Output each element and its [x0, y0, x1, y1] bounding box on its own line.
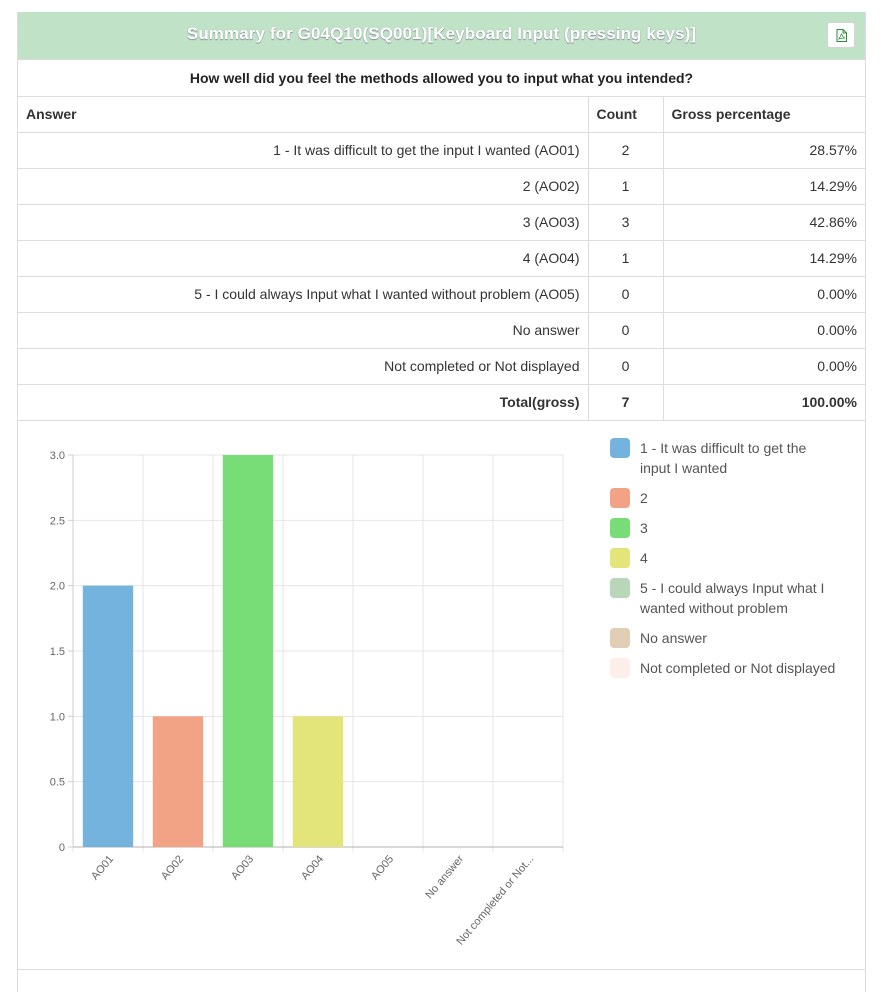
legend-swatch [610, 548, 630, 568]
table-row: 2 (AO02) 1 14.29% [18, 168, 865, 205]
table-row: 1 - It was difficult to get the input I … [18, 132, 865, 169]
count-cell: 3 [588, 204, 664, 241]
count-cell: 0 [588, 276, 664, 313]
table-total-row: Total(gross) 7 100.00% [18, 384, 865, 421]
legend-label: No answer [640, 630, 707, 646]
y-tick-label: 2.5 [50, 515, 65, 527]
bar-chart: 0 0.5 1.0 1.5 2.0 2.5 3.0 AO01 AO02 AO03 AO04 AO05 N… [18, 430, 865, 970]
question-text: How well did you feel the methods allowe… [18, 60, 865, 97]
answer-cell: No answer [18, 312, 589, 349]
bar-ao01[interactable] [82, 585, 134, 847]
legend-label: 3 [640, 520, 648, 536]
x-tick-label: No answer [423, 853, 466, 901]
table-row: No answer 0 0.00% [18, 312, 865, 349]
percentage-cell: 28.57% [663, 132, 865, 169]
percentage-cell: 14.29% [663, 168, 865, 205]
count-cell: 0 [588, 312, 664, 349]
y-tick-label: 0 [59, 842, 65, 854]
legend-label: 1 - It was difficult to get the input I … [640, 440, 807, 476]
table-row: 4 (AO04) 1 14.29% [18, 240, 865, 277]
bar-ao03[interactable] [222, 455, 274, 847]
legend-swatch [610, 578, 630, 598]
count-cell: 2 [588, 132, 664, 169]
y-tick-label: 1.0 [50, 711, 65, 723]
legend-label: 2 [640, 490, 648, 506]
total-label: Total(gross) [18, 384, 589, 421]
legend-item[interactable]: 5 - I could always Input what I wanted w… [610, 578, 840, 618]
total-percentage: 100.00% [663, 384, 865, 421]
count-cell: 1 [588, 168, 664, 205]
summary-table: Answer Count Gross percentage 1 - It was… [18, 96, 865, 421]
table-row: Not completed or Not displayed 0 0.00% [18, 348, 865, 385]
export-pdf-button[interactable] [827, 22, 855, 48]
legend-swatch [610, 438, 630, 458]
x-tick-label: AO04 [299, 853, 326, 882]
legend-item[interactable]: 1 - It was difficult to get the input I … [610, 438, 840, 478]
bar-chart-svg: 0 0.5 1.0 1.5 2.0 2.5 3.0 AO01 AO02 AO03 AO04 AO05 N… [50, 450, 564, 948]
y-tick-label: 3.0 [50, 450, 65, 462]
y-tick-label: 1.5 [50, 646, 65, 658]
answer-cell: 4 (AO04) [18, 240, 589, 277]
x-tick-label: AO05 [369, 853, 396, 882]
answer-cell: Not completed or Not displayed [18, 348, 589, 385]
y-tick-label: 2.0 [50, 581, 65, 593]
answer-cell: 2 (AO02) [18, 168, 589, 205]
legend-item[interactable]: Not completed or Not displayed [610, 658, 840, 678]
legend-label: 4 [640, 550, 648, 566]
percentage-cell: 0.00% [663, 276, 865, 313]
summary-header: Summary for G04Q10(SQ001)[Keyboard Input… [18, 12, 865, 60]
table-header-row: Answer Count Gross percentage [18, 96, 865, 133]
answer-cell: 1 - It was difficult to get the input I … [18, 132, 589, 169]
count-cell: 1 [588, 240, 664, 277]
bar-ao02[interactable] [152, 716, 204, 847]
pdf-file-icon [836, 29, 847, 42]
count-cell: 0 [588, 348, 664, 385]
total-count: 7 [588, 384, 664, 421]
panel-footer-divider [18, 969, 865, 970]
percentage-cell: 0.00% [663, 312, 865, 349]
legend-swatch [610, 658, 630, 678]
column-header-count: Count [588, 96, 664, 133]
percentage-cell: 42.86% [663, 204, 865, 241]
summary-title: Summary for G04Q10(SQ001)[Keyboard Input… [186, 24, 697, 43]
legend-swatch [610, 518, 630, 538]
x-tick-label: AO03 [229, 853, 256, 882]
answer-cell: 3 (AO03) [18, 204, 589, 241]
x-tick-label: AO02 [159, 853, 186, 882]
chart-legend: 1 - It was difficult to get the input I … [610, 438, 840, 688]
legend-item[interactable]: 2 [610, 488, 840, 508]
legend-label: Not completed or Not displayed [640, 660, 836, 676]
legend-item[interactable]: 4 [610, 548, 840, 568]
percentage-cell: 14.29% [663, 240, 865, 277]
legend-item[interactable]: 3 [610, 518, 840, 538]
x-tick-label: AO01 [89, 853, 116, 882]
legend-swatch [610, 488, 630, 508]
legend-label: 5 - I could always Input what I wanted w… [640, 580, 825, 616]
summary-panel: Summary for G04Q10(SQ001)[Keyboard Input… [17, 12, 866, 992]
column-header-percentage: Gross percentage [663, 96, 865, 133]
y-tick-label: 0.5 [50, 777, 65, 789]
table-row: 3 (AO03) 3 42.86% [18, 204, 865, 241]
legend-swatch [610, 628, 630, 648]
percentage-cell: 0.00% [663, 348, 865, 385]
column-header-answer: Answer [18, 96, 589, 133]
x-tick-label: Not completed or Not... [454, 853, 536, 947]
table-row: 5 - I could always Input what I wanted w… [18, 276, 865, 313]
answer-cell: 5 - I could always Input what I wanted w… [18, 276, 589, 313]
bar-ao04[interactable] [292, 716, 344, 847]
legend-item[interactable]: No answer [610, 628, 840, 648]
